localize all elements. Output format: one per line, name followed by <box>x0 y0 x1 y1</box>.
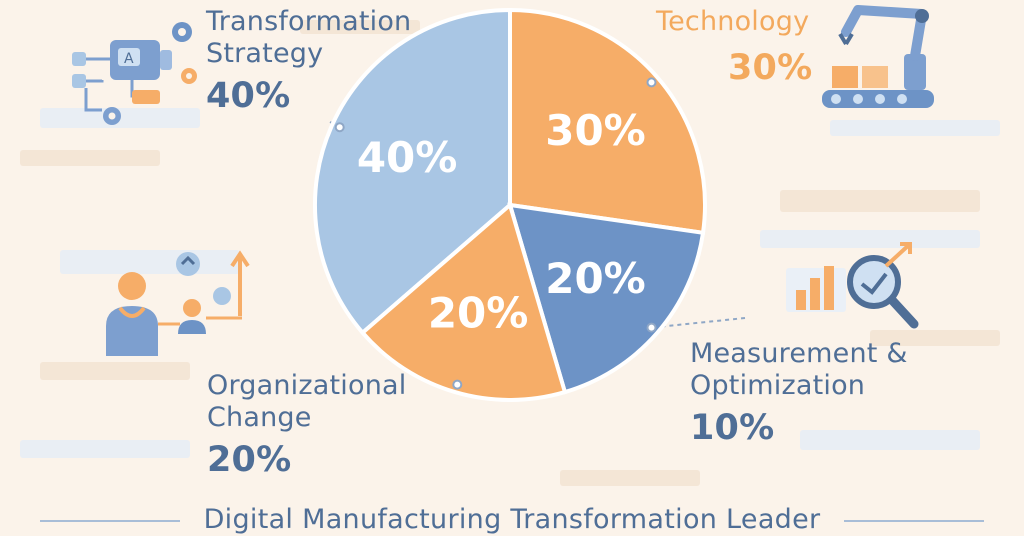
label-percent: 10% <box>690 407 775 448</box>
pie-slice-3 <box>359 201 568 402</box>
pie-slice-label-1: 30% <box>545 106 646 155</box>
label-percent: 30% <box>728 47 813 88</box>
label-name: Strategy <box>206 37 324 69</box>
label-percent: 40% <box>206 75 291 116</box>
robot-gear-icon: A <box>72 22 197 125</box>
label-transformation-strategy: Transformation Strategy 40% <box>206 6 411 117</box>
pie-slice-label-2: 20% <box>545 254 646 303</box>
pie-slice-1 <box>508 7 707 236</box>
label-name: Technology <box>656 6 810 37</box>
robotic-arm-icon <box>822 5 934 108</box>
footer-divider-right <box>844 520 984 522</box>
label-name: Optimization <box>690 369 866 401</box>
pie-slice-label-0: 40% <box>357 133 458 182</box>
label-measurement-optimization: Measurement & Optimization 10% <box>690 338 908 449</box>
label-name: Organizational <box>207 370 407 401</box>
label-name: Transformation <box>206 6 412 37</box>
connector-dot-2 <box>646 322 657 333</box>
pie-slice-labels: 40% 30% 20% 20% <box>334 77 657 390</box>
label-technology: Technology 30% <box>656 6 812 89</box>
connector-dot-3 <box>452 379 463 390</box>
pie-slice-label-3: 20% <box>428 289 529 338</box>
chart-title: Digital Manufacturing Transformation Lea… <box>203 504 821 535</box>
label-name: Change <box>207 401 312 433</box>
pie-slices <box>312 7 707 402</box>
footer-divider-left <box>40 520 180 522</box>
label-name: Measurement & <box>690 338 908 369</box>
connector-dot-0 <box>334 122 345 133</box>
footer: Digital Manufacturing Transformation Lea… <box>0 504 1024 536</box>
team-growth-icon <box>106 250 250 356</box>
svg-text:A: A <box>124 51 134 67</box>
connector-dot-1 <box>646 77 657 88</box>
analytics-magnifier-icon <box>786 242 919 329</box>
pie-slice-2 <box>507 202 706 395</box>
label-organizational-change: Organizational Change 20% <box>207 370 406 481</box>
pie-slice-0 <box>312 7 512 336</box>
label-percent: 20% <box>207 439 292 480</box>
